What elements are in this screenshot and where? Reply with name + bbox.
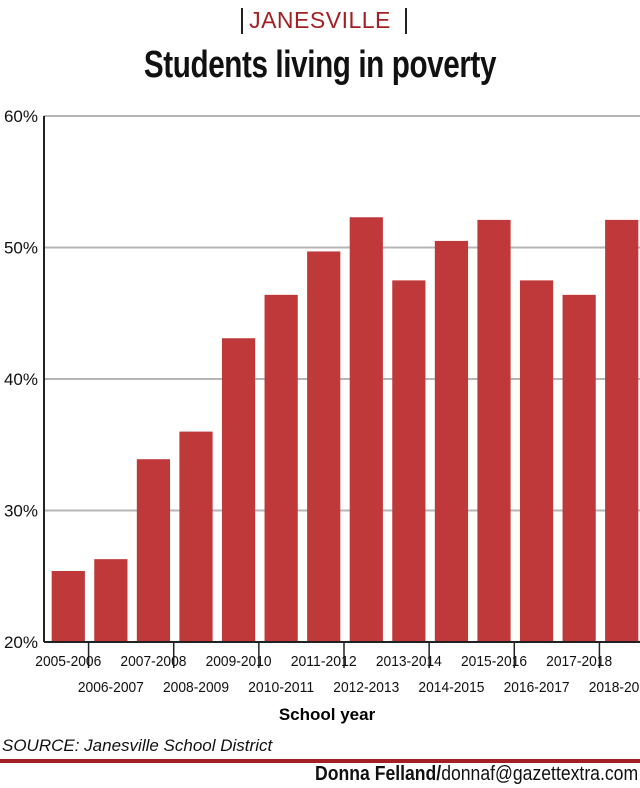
y-tick-label: 30% [4,502,38,521]
kicker-label: JANESVILLE [249,7,391,33]
x-tick-label: 2011-2012 [291,653,357,670]
x-tick-label: 2014-2015 [418,679,484,696]
bar-2018-2019 [605,219,639,642]
bar-2016-2017 [519,280,554,642]
kicker-header: JANESVILLE [0,0,640,40]
bar-2011-2012 [307,251,341,642]
bar-2015-2016 [477,219,511,642]
x-tick-label: 2010-2011 [248,679,314,696]
bars [51,217,639,643]
bar-chart: 20% 30% 40% 50% 60% 2005-2006 2006-2007 2007-2… [4,107,640,724]
x-axis: 2005-2006 2006-2007 2007-2008 2008-2009 2009… [35,641,640,696]
credit-line: Donna Felland/donnaf@gazettextra.com [315,763,638,786]
x-tick-label: 2017-2018 [546,653,612,670]
bar-2009-2010 [221,338,256,642]
x-axis-label: School year [279,705,376,724]
bar-2005-2006 [51,570,85,642]
x-tick-label: 2013-2014 [376,653,442,670]
y-tick-label: 40% [4,370,38,389]
bar-2014-2015 [434,240,469,643]
y-tick-label: 50% [4,239,38,258]
x-tick-label: 2007-2008 [120,653,186,670]
bar-2012-2013 [349,217,383,642]
x-tick-label: 2009-2010 [206,653,272,670]
footer-rule [0,759,640,763]
bar-2007-2008 [136,459,171,642]
bar-2006-2007 [94,559,128,642]
bar-2008-2009 [179,431,213,642]
credit-name: Donna Felland/ [314,763,442,785]
y-tick-label: 20% [4,633,38,652]
kicker-left-bracket [241,8,243,34]
bar-2010-2011 [264,294,298,642]
x-tick-label: 2008-2009 [163,679,229,696]
x-tick-label: 2006-2007 [78,679,144,696]
source-note: SOURCE: Janesville School District [2,736,273,755]
x-tick-label: 2012-2013 [333,679,399,696]
x-tick-label: 2018-2019 [589,679,640,696]
y-tick-label: 60% [4,107,38,126]
bar-2017-2018 [562,294,596,642]
bar-2013-2014 [392,280,426,642]
x-tick-label: 2016-2017 [504,679,570,696]
x-tick-label: 2015-2016 [461,653,527,670]
x-tick-label: 2005-2006 [35,653,101,670]
y-axis-ticks: 20% 30% 40% 50% 60% [4,107,38,652]
chart-title: Students living in poverty [143,44,497,86]
credit-email: donnaf@gazettextra.com [441,763,638,785]
kicker-right-bracket [405,8,407,34]
